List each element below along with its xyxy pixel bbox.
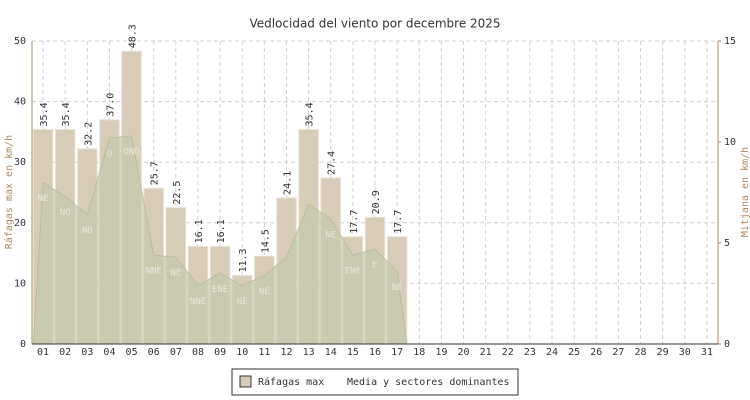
chart-title: Vedlocidad del viento por decembre 2025 [249, 17, 500, 31]
y-axis-label: Ráfagas max en km/h [3, 135, 15, 249]
x-tick-label: 23 [524, 347, 536, 358]
x-tick-label: 24 [546, 347, 558, 358]
sector-label: ONO [123, 147, 139, 157]
value-label: 22.5 [172, 181, 183, 205]
x-tick-label: 10 [236, 347, 248, 358]
x-tick-label: 04 [103, 347, 115, 358]
value-label: 35.4 [305, 102, 316, 126]
x-tick-label: 09 [214, 347, 226, 358]
x-tick-label: 25 [568, 347, 580, 358]
x-tick-label: 18 [413, 347, 425, 358]
value-label: 11.3 [238, 248, 249, 272]
sector-label: ENE [345, 267, 361, 277]
value-label: 14.5 [260, 229, 271, 253]
legend-swatch [239, 375, 252, 388]
y2-axis-label: Mitjana en km/h [740, 147, 750, 237]
sector-label: NE [259, 287, 270, 297]
x-tick-label: 08 [192, 347, 204, 358]
sector-label: NO [60, 208, 71, 218]
x-tick-label: 11 [258, 347, 270, 358]
value-label: 25.7 [150, 161, 161, 185]
legend-box [231, 368, 519, 396]
sector-label: NE [392, 283, 403, 293]
x-tick-label: 03 [81, 347, 93, 358]
value-label: 24.1 [282, 171, 293, 195]
x-tick-label: 02 [59, 347, 71, 358]
value-label: 27.4 [327, 151, 338, 175]
x-tick-label: 17 [391, 347, 403, 358]
x-tick-label: 15 [347, 347, 359, 358]
sector-label: O [107, 149, 112, 159]
value-label: 32.2 [83, 122, 94, 146]
legend-label: Media y sectores dominantes [347, 377, 510, 388]
sector-label: NNE [146, 267, 162, 277]
x-tick-label: 21 [480, 347, 492, 358]
y2-tick-label: 0 [724, 339, 730, 350]
value-label: 35.4 [61, 102, 72, 126]
sector-label: NE [170, 269, 181, 279]
x-tick-label: 22 [502, 347, 514, 358]
x-tick-label: 29 [657, 347, 669, 358]
sector-label: NE [325, 230, 336, 240]
x-tick-label: 14 [325, 347, 337, 358]
value-label: 20.9 [371, 190, 382, 214]
sector-label: E [372, 261, 377, 271]
y-tick-label: 0 [20, 339, 26, 350]
x-tick-label: 26 [590, 347, 602, 358]
x-tick-label: 20 [457, 347, 469, 358]
y2-tick-label: 5 [724, 238, 730, 249]
value-label: 17.7 [349, 210, 360, 234]
value-label: 35.4 [39, 102, 50, 126]
sector-label: NO [82, 226, 93, 236]
x-tick-label: 19 [435, 347, 447, 358]
x-tick-label: 28 [635, 347, 647, 358]
sector-label: NE [38, 194, 49, 204]
x-tick-label: 13 [303, 347, 315, 358]
x-tick-label: 05 [126, 347, 138, 358]
y2-tick-label: 15 [724, 36, 736, 47]
y-tick-label: 30 [14, 157, 26, 168]
legend-label: Ráfagas max [258, 376, 324, 388]
value-label: 37.0 [105, 93, 116, 117]
sector-label: NNE [190, 297, 206, 307]
x-tick-label: 16 [369, 347, 381, 358]
value-label: 16.1 [216, 219, 227, 243]
x-tick-label: 07 [170, 347, 182, 358]
y-tick-label: 10 [14, 278, 26, 289]
x-tick-label: 27 [612, 347, 624, 358]
y-tick-label: 50 [14, 36, 26, 47]
y2-tick-label: 10 [724, 137, 736, 148]
value-label: 16.1 [194, 219, 205, 243]
x-tick-label: 01 [37, 347, 49, 358]
x-tick-label: 12 [280, 347, 292, 358]
area [32, 135, 408, 345]
sector-label: NE [237, 297, 248, 307]
y-tick-label: 20 [14, 218, 26, 229]
value-label: 48.3 [128, 24, 139, 48]
y-tick-label: 40 [14, 97, 26, 108]
value-label: 17.7 [393, 210, 404, 234]
sector-label: ENE [212, 285, 228, 295]
x-tick-label: 30 [679, 347, 691, 358]
x-tick-label: 31 [701, 347, 713, 358]
x-tick-label: 06 [148, 347, 160, 358]
